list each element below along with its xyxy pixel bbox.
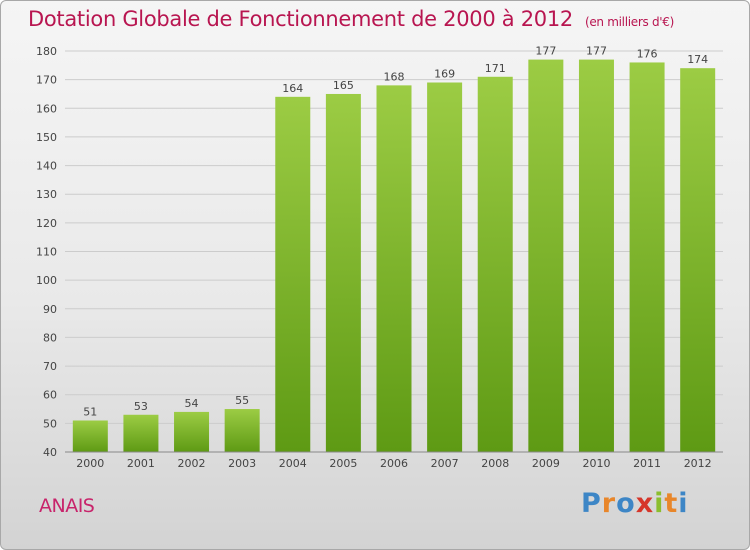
y-tick-label: 100 (36, 274, 57, 287)
data-label: 169 (434, 68, 455, 81)
data-label: 165 (333, 79, 354, 92)
bar-2001 (123, 414, 159, 452)
x-tick-label: 2001 (127, 457, 155, 470)
unit-note: (en milliers d'€) (584, 15, 674, 29)
logo-letter: i (654, 488, 665, 519)
data-label: 55 (235, 394, 249, 407)
x-tick-label: 2011 (633, 457, 661, 470)
x-tick-label: 2003 (228, 457, 256, 470)
bar-2005 (325, 93, 361, 452)
x-tick-label: 2009 (532, 457, 560, 470)
data-label: 54 (185, 397, 199, 410)
commune-name: ANAIS (39, 495, 95, 517)
data-label: 174 (687, 53, 708, 66)
x-tick-label: 2004 (279, 457, 307, 470)
chart-title: Dotation Globale de Fonctionnement de 20… (28, 7, 674, 31)
x-tick-label: 2012 (684, 457, 712, 470)
y-tick-label: 80 (43, 331, 57, 344)
bar-2006 (376, 85, 412, 452)
y-tick-label: 110 (36, 246, 57, 259)
data-label: 51 (83, 405, 97, 418)
x-tick-label: 2010 (582, 457, 610, 470)
data-label: 176 (637, 47, 658, 60)
bar-2000 (72, 420, 108, 452)
x-tick-label: 2008 (481, 457, 509, 470)
y-tick-label: 140 (36, 160, 57, 173)
logo-letter: t (664, 488, 679, 519)
x-tick-label: 2000 (76, 457, 104, 470)
x-axis-tick-labels: 2000 2001 2002 2003 2004 2005 2006 2007 2008 2009… (76, 457, 711, 470)
x-tick-label: 2002 (178, 457, 206, 470)
bar-2003 (224, 409, 260, 452)
y-tick-label: 160 (36, 102, 57, 115)
y-tick-label: 130 (36, 188, 57, 201)
bar-2007 (427, 82, 463, 452)
bar-2002 (174, 411, 210, 452)
y-tick-label: 180 (36, 45, 57, 58)
bar-2004 (275, 96, 311, 452)
y-tick-label: 170 (36, 74, 57, 87)
data-label: 53 (134, 400, 148, 413)
data-labels: 51 53 54 55 164 165 168 169 171 177 177 176 174 (83, 45, 708, 419)
bar-2010 (578, 59, 614, 452)
chart-title-text: Dotation Globale de Fonctionnement de 20… (28, 7, 573, 31)
logo-letter: i (678, 488, 689, 519)
logo-letter: r (601, 488, 617, 519)
bars (72, 59, 716, 453)
proxiti-logo: Proxiti (581, 488, 689, 519)
y-tick-label: 50 (43, 417, 57, 430)
data-label: 168 (384, 70, 405, 83)
logo-letter: o (616, 488, 636, 519)
x-tick-label: 2007 (431, 457, 459, 470)
data-label: 164 (282, 82, 303, 95)
y-axis-tick-labels: 40 50 60 70 80 90 100 110 120 130 140 150 160 170 180 (36, 45, 57, 459)
bar-2012 (680, 68, 716, 452)
bar-2011 (629, 62, 665, 452)
data-label: 177 (586, 45, 607, 58)
y-tick-label: 40 (43, 446, 57, 459)
y-tick-label: 90 (43, 303, 57, 316)
x-tick-label: 2005 (329, 457, 357, 470)
logo-letter: x (635, 488, 655, 519)
bar-2009 (528, 59, 564, 452)
y-tick-label: 60 (43, 389, 57, 402)
data-label: 171 (485, 62, 506, 75)
y-tick-label: 70 (43, 360, 57, 373)
bar-2008 (477, 76, 513, 453)
x-tick-label: 2006 (380, 457, 408, 470)
y-tick-label: 120 (36, 217, 57, 230)
y-tick-label: 150 (36, 131, 57, 144)
data-label: 177 (535, 45, 556, 58)
logo-letter: P (581, 488, 602, 519)
